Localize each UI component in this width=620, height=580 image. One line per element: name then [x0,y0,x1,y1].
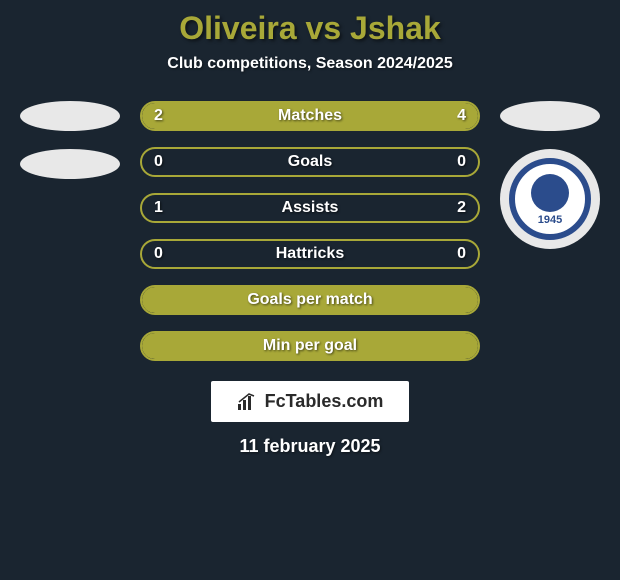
club-year: 1945 [538,214,562,226]
stat-bar-matches: 2 Matches 4 [140,101,480,131]
stat-right-value: 4 [457,107,466,125]
page-subtitle: Club competitions, Season 2024/2025 [167,55,452,73]
stat-label: Matches [278,107,342,125]
stat-bar-goals-per-match: Goals per match [140,285,480,315]
stat-label: Goals [288,153,332,171]
stat-left-value: 0 [154,153,163,171]
stat-label: Min per goal [263,337,357,355]
stat-left-value: 0 [154,245,163,263]
right-club-badge: 1945 [500,149,600,249]
stat-label: Goals per match [247,291,372,309]
right-badge-1 [500,101,600,131]
left-player-col [20,101,120,179]
stat-right-value: 2 [457,199,466,217]
left-badge-1 [20,101,120,131]
ball-icon [531,174,569,212]
stat-bar-min-per-goal: Min per goal [140,331,480,361]
watermark-box: FcTables.com [211,381,410,422]
club-badge-inner: 1945 [509,158,591,240]
stat-left-value: 2 [154,107,163,125]
stat-bar-goals: 0 Goals 0 [140,147,480,177]
left-badge-2 [20,149,120,179]
stat-right-value: 0 [457,153,466,171]
date-text: 11 february 2025 [239,436,380,457]
chart-icon [237,393,259,411]
stat-right-value: 0 [457,245,466,263]
stat-bar-hattricks: 0 Hattricks 0 [140,239,480,269]
main-container: Oliveira vs Jshak Club competitions, Sea… [0,0,620,580]
stats-column: 2 Matches 4 0 Goals 0 1 Assists 2 [140,101,480,361]
page-title: Oliveira vs Jshak [179,10,441,47]
stat-label: Assists [282,199,339,217]
stat-bar-assists: 1 Assists 2 [140,193,480,223]
stat-left-value: 1 [154,199,163,217]
stat-label: Hattricks [276,245,344,263]
right-player-col: 1945 [500,101,600,249]
comparison-row: 2 Matches 4 0 Goals 0 1 Assists 2 [0,101,620,361]
watermark-text: FcTables.com [265,391,384,412]
